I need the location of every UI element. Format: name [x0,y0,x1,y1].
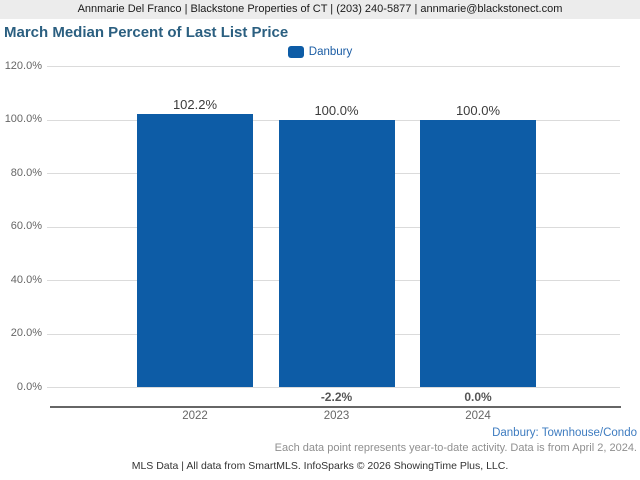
legend-swatch-icon [287,45,304,58]
series-footnote: Danbury: Townhouse/Condo [492,427,637,439]
x-axis-tick-label: 2024 [465,410,491,422]
y-axis-tick-label: 80.0% [10,166,42,179]
data-footnote: Each data point represents year-to-date … [274,442,637,454]
bar-value-label: 102.2% [172,96,218,112]
bar-value-label: 100.0% [455,102,501,118]
gridline [47,66,620,67]
bar-2024[interactable] [420,119,536,387]
credit-footnote: MLS Data | All data from SmartMLS. InfoS… [131,460,509,472]
bar-value-label: 100.0% [314,102,359,118]
page-title: March Median Percent of Last List Price [4,24,289,41]
year-over-year-change-label: -2.2% [320,390,353,404]
year-over-year-change-label: 0.0% [464,390,492,404]
legend: Danbury [0,44,640,59]
gridline [47,387,620,388]
x-axis-tick-label: 2022 [182,410,208,422]
legend-item-danbury[interactable]: Danbury [287,45,353,58]
y-axis-tick-label: 0.0% [16,380,42,393]
y-axis-tick-label: 120.0% [4,59,42,72]
contact-header: Annmarie Del Franco | Blackstone Propert… [0,0,640,19]
y-axis-tick-label: 40.0% [10,273,42,286]
y-axis-tick-label: 20.0% [10,327,42,339]
contact-header-text: Annmarie Del Franco | Blackstone Propert… [77,3,563,15]
y-axis-tick-label: 60.0% [10,220,42,232]
y-axis-tick-label: 100.0% [4,113,42,125]
x-axis-line [50,406,621,408]
x-axis-tick-label: 2023 [323,410,350,422]
bar-2023[interactable] [278,119,395,387]
legend-label: Danbury [308,45,353,58]
bar-2022[interactable] [137,113,253,387]
